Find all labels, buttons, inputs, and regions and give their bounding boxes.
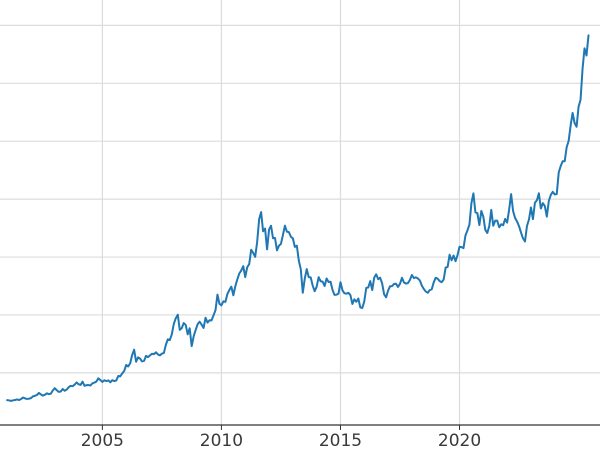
x-tick-label: 2005 (81, 431, 124, 450)
x-tick-label: 2015 (319, 431, 362, 450)
price-line-series (6, 34, 590, 402)
x-axis (0, 424, 600, 430)
gridlines (0, 0, 600, 425)
x-tick-label: 2020 (438, 431, 481, 450)
x-tick-labels: 2005 2010 2015 2020 (81, 431, 481, 450)
x-tick-label: 2010 (200, 431, 243, 450)
price-line (6, 34, 590, 402)
